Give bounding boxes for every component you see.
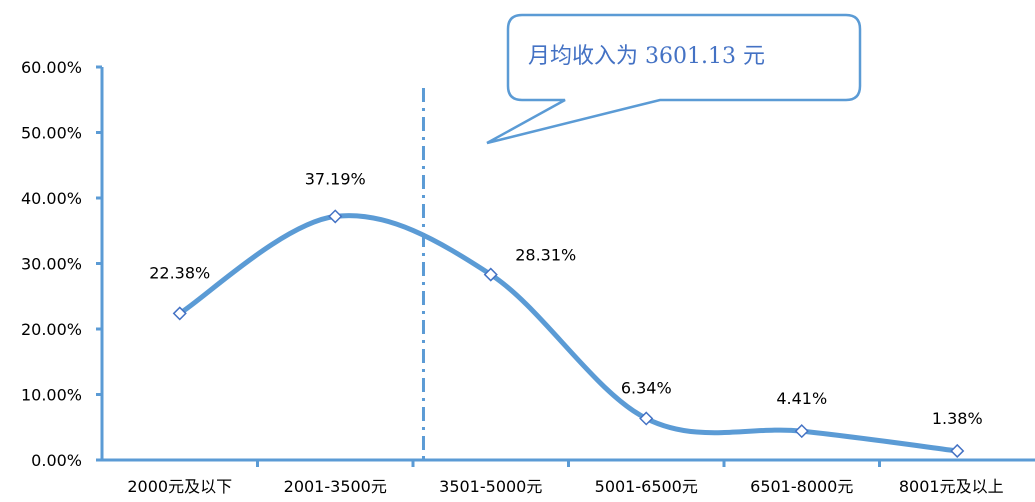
data-point-marker <box>794 424 809 439</box>
data-label: 1.38% <box>932 409 983 428</box>
y-axis-ticks: 0.00% 10.00% 20.00% 30.00% 40.00% 50.00% 60.00… <box>21 58 102 470</box>
x-tick-label: 3501-5000元 <box>439 477 542 496</box>
data-point-marker <box>483 267 498 282</box>
y-tick-label: 30.00% <box>21 255 82 274</box>
data-point-marker <box>328 209 343 224</box>
data-label: 22.38% <box>149 263 210 282</box>
y-tick-label: 20.00% <box>21 320 82 339</box>
data-label: 28.31% <box>515 246 576 265</box>
y-tick-label: 50.00% <box>21 124 82 143</box>
data-label: 4.41% <box>776 389 827 408</box>
callout-bubble <box>486 13 862 145</box>
x-tick-label: 2000元及以下 <box>127 477 232 496</box>
callout-text: 月均收入为 3601.13 元 <box>528 44 765 69</box>
y-tick-label: 0.00% <box>31 451 82 470</box>
y-tick-label: 60.00% <box>21 58 82 77</box>
x-tick-label: 2001-3500元 <box>284 477 387 496</box>
data-markers <box>172 209 965 459</box>
y-tick-label: 10.00% <box>21 386 82 405</box>
series-line <box>177 213 960 454</box>
data-point-marker <box>172 306 187 321</box>
x-tick-label: 5001-6500元 <box>595 477 698 496</box>
x-tick-label: 8001元及以上 <box>899 477 1004 496</box>
data-label: 37.19% <box>305 169 366 188</box>
data-point-marker <box>950 443 965 459</box>
x-axis-ticks: 2000元及以下 2001-3500元 3501-5000元 5001-6500元 65… <box>127 460 1004 496</box>
y-tick-label: 40.00% <box>21 189 82 208</box>
data-labels: 22.38% 37.19% 28.31% 6.34% 4.41% 1.38% <box>149 169 982 428</box>
data-point-marker <box>639 411 654 426</box>
callout: 月均收入为 3601.13 元 <box>486 13 862 145</box>
x-tick-label: 6501-8000元 <box>750 477 853 496</box>
data-label: 6.34% <box>621 378 672 397</box>
